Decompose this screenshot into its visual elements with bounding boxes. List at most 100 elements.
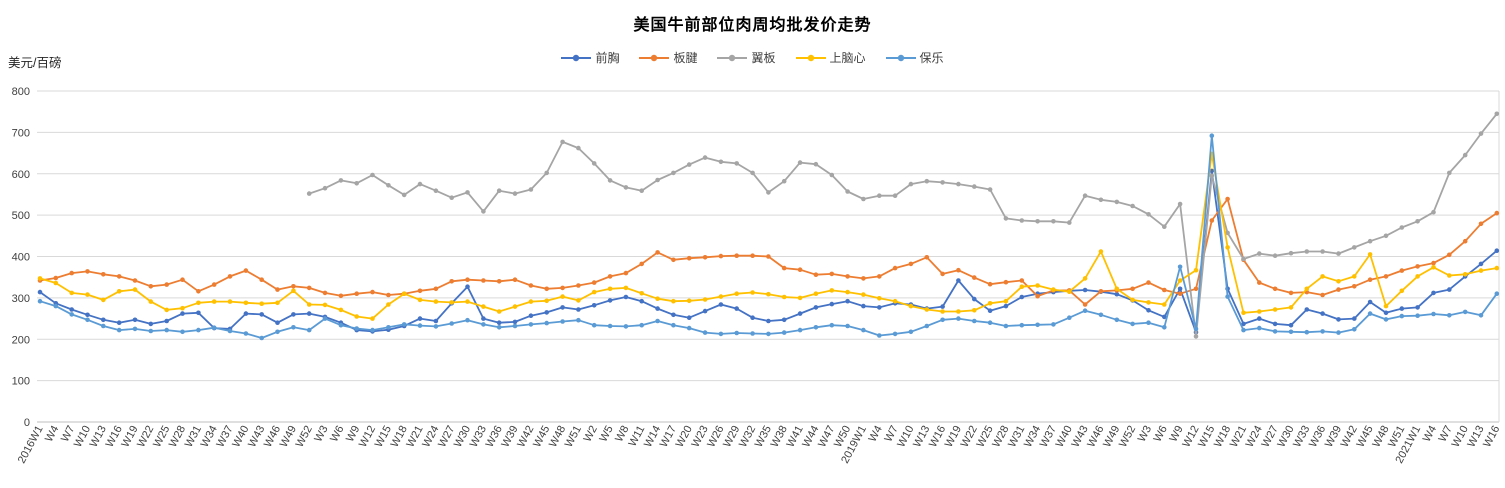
data-point <box>1082 308 1088 314</box>
data-point <box>734 306 739 311</box>
data-point <box>1447 252 1452 258</box>
data-point <box>101 317 106 323</box>
data-point <box>291 288 296 294</box>
data-point <box>148 299 154 304</box>
data-point <box>924 178 930 184</box>
data-point <box>1003 279 1009 285</box>
data-point <box>1336 317 1341 322</box>
svg-text:W3: W3 <box>1136 424 1154 444</box>
data-point <box>908 329 914 335</box>
data-point <box>956 267 961 273</box>
data-point <box>671 298 676 304</box>
data-point <box>892 298 898 304</box>
data-point <box>1162 302 1167 307</box>
data-point <box>623 324 629 329</box>
data-point <box>101 272 106 277</box>
data-point <box>243 331 249 336</box>
data-point <box>956 316 961 321</box>
data-point <box>512 304 518 309</box>
data-point <box>1003 323 1009 329</box>
data-point <box>861 327 866 333</box>
data-point <box>702 297 708 302</box>
data-point <box>1399 288 1405 294</box>
data-point <box>180 277 185 283</box>
data-point <box>259 277 265 283</box>
data-point <box>1352 274 1357 279</box>
data-point <box>1399 306 1405 311</box>
data-point <box>69 270 74 276</box>
data-point <box>781 265 787 271</box>
data-point <box>940 309 945 314</box>
data-point <box>1304 307 1310 312</box>
data-point <box>924 254 930 260</box>
data-point <box>781 178 787 184</box>
data-point <box>1336 330 1341 335</box>
svg-text:W52: W52 <box>1117 424 1138 450</box>
data-point <box>607 298 613 303</box>
data-point <box>1383 310 1389 316</box>
data-point <box>291 312 296 317</box>
data-point <box>1130 286 1135 292</box>
data-point <box>607 178 613 183</box>
data-point <box>813 272 819 278</box>
data-point <box>718 302 724 307</box>
data-point <box>1035 293 1040 299</box>
data-point <box>972 308 977 313</box>
data-point <box>1209 218 1215 223</box>
data-point <box>1019 278 1025 283</box>
data-point <box>639 322 644 328</box>
data-point <box>686 315 692 321</box>
data-point <box>940 317 945 323</box>
data-point <box>433 324 439 329</box>
data-point <box>291 325 296 330</box>
data-point <box>560 139 565 145</box>
data-point <box>686 298 692 304</box>
data-point <box>1177 278 1183 283</box>
data-point <box>275 320 280 326</box>
data-point <box>544 320 549 326</box>
data-point <box>401 291 407 297</box>
data-point <box>338 178 344 183</box>
data-point <box>892 265 898 271</box>
data-point <box>1336 251 1341 256</box>
data-point <box>1415 219 1420 224</box>
data-point <box>591 280 597 285</box>
data-point <box>1193 286 1199 292</box>
data-point <box>512 277 518 283</box>
data-point <box>1288 290 1294 296</box>
data-point <box>924 307 930 312</box>
svg-text:W5: W5 <box>597 424 615 444</box>
svg-text:W4: W4 <box>867 424 885 444</box>
data-point <box>1067 220 1072 225</box>
data-point <box>1082 302 1088 307</box>
data-point <box>750 170 755 176</box>
data-point <box>1304 329 1310 335</box>
data-point <box>623 294 629 300</box>
data-point <box>797 327 803 333</box>
data-point <box>116 327 122 333</box>
data-point <box>386 183 391 188</box>
data-point <box>196 327 201 333</box>
data-point <box>1415 313 1420 319</box>
data-point <box>591 161 597 166</box>
data-point <box>734 253 739 258</box>
data-point <box>211 325 217 331</box>
data-point <box>1399 225 1405 230</box>
data-point <box>686 325 692 331</box>
data-point <box>1272 329 1278 334</box>
data-point <box>417 181 423 187</box>
data-point <box>1162 287 1167 293</box>
data-point <box>671 312 676 318</box>
data-point <box>591 322 597 328</box>
data-point <box>908 261 914 267</box>
data-point <box>987 308 993 314</box>
data-point <box>101 297 106 303</box>
data-point <box>69 307 74 312</box>
data-point <box>275 329 280 335</box>
data-point <box>781 317 787 323</box>
data-point <box>496 325 502 330</box>
data-point <box>53 280 59 286</box>
data-point <box>639 291 644 296</box>
data-point <box>338 322 344 328</box>
